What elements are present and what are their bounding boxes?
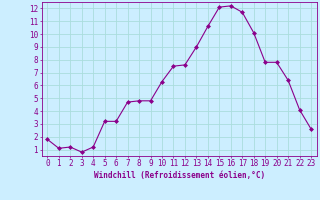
X-axis label: Windchill (Refroidissement éolien,°C): Windchill (Refroidissement éolien,°C) bbox=[94, 171, 265, 180]
